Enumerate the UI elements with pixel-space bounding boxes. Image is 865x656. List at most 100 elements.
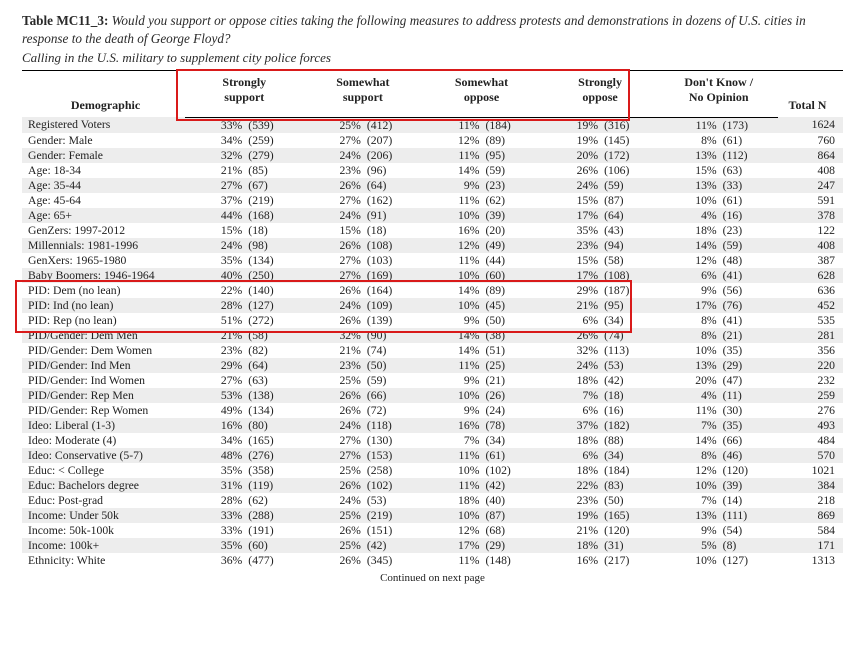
table-row: Income: Under 50k33%(288)25%(219)10%(87)… — [22, 508, 843, 523]
cell-pct: 7% — [659, 493, 718, 508]
cell-count: (60) — [244, 538, 303, 553]
cell-pct: 11% — [422, 478, 481, 493]
cell-count: (118) — [363, 418, 422, 433]
cell-count: (191) — [244, 523, 303, 538]
cell-count: (58) — [600, 253, 659, 268]
cell-total-n: 232 — [778, 373, 843, 388]
table-head: Demographic Stronglysupport Somewhatsupp… — [22, 70, 843, 117]
cell-pct: 9% — [422, 373, 481, 388]
cell-total-n: 384 — [778, 478, 843, 493]
table-row: Age: 35-4427%(67)26%(64)9%(23)24%(59)13%… — [22, 178, 843, 193]
cell-count: (21) — [719, 328, 778, 343]
cell-count: (207) — [363, 133, 422, 148]
row-label: GenXers: 1965-1980 — [22, 253, 185, 268]
cell-pct: 15% — [659, 163, 718, 178]
cell-count: (25) — [481, 358, 540, 373]
header-somewhat-oppose: Somewhatoppose — [422, 70, 541, 109]
cell-total-n: 356 — [778, 343, 843, 358]
cell-count: (134) — [244, 403, 303, 418]
cell-count: (62) — [244, 493, 303, 508]
cell-total-n: 1021 — [778, 463, 843, 478]
cell-pct: 29% — [541, 283, 600, 298]
cell-pct: 12% — [659, 253, 718, 268]
cell-count: (63) — [719, 163, 778, 178]
cell-pct: 26% — [304, 523, 363, 538]
cell-pct: 21% — [185, 328, 244, 343]
table-row: Age: 65+44%(168)24%(91)10%(39)17%(64)4%(… — [22, 208, 843, 223]
cell-pct: 8% — [659, 133, 718, 148]
cell-pct: 24% — [541, 358, 600, 373]
cell-pct: 7% — [422, 433, 481, 448]
cell-count: (83) — [600, 478, 659, 493]
cell-count: (50) — [363, 358, 422, 373]
cell-count: (127) — [244, 298, 303, 313]
cell-pct: 10% — [422, 463, 481, 478]
header-demographic: Demographic — [22, 70, 185, 117]
page-container: Table MC11_3: Would you support or oppos… — [0, 0, 865, 592]
cell-count: (113) — [600, 343, 659, 358]
cell-count: (80) — [244, 418, 303, 433]
cell-pct: 12% — [422, 133, 481, 148]
cell-count: (16) — [719, 208, 778, 223]
cell-pct: 15% — [185, 223, 244, 238]
cell-pct: 9% — [422, 313, 481, 328]
cell-pct: 10% — [422, 268, 481, 283]
cell-count: (59) — [719, 238, 778, 253]
data-table: Demographic Stronglysupport Somewhatsupp… — [22, 70, 843, 568]
cell-count: (72) — [363, 403, 422, 418]
table-body: Registered Voters33%(539)25%(412)11%(184… — [22, 117, 843, 568]
cell-pct: 24% — [304, 148, 363, 163]
row-label: Ideo: Conservative (5-7) — [22, 448, 185, 463]
cell-pct: 22% — [541, 478, 600, 493]
cell-pct: 14% — [422, 283, 481, 298]
cell-count: (108) — [363, 238, 422, 253]
cell-total-n: 247 — [778, 178, 843, 193]
cell-pct: 33% — [185, 508, 244, 523]
cell-count: (26) — [481, 388, 540, 403]
cell-pct: 15% — [304, 223, 363, 238]
cell-count: (148) — [481, 553, 540, 568]
cell-pct: 16% — [541, 553, 600, 568]
cell-pct: 21% — [185, 163, 244, 178]
cell-pct: 28% — [185, 493, 244, 508]
cell-count: (95) — [481, 148, 540, 163]
row-label: PID: Ind (no lean) — [22, 298, 185, 313]
row-label: Ideo: Moderate (4) — [22, 433, 185, 448]
cell-count: (94) — [600, 238, 659, 253]
cell-total-n: 387 — [778, 253, 843, 268]
cell-count: (165) — [244, 433, 303, 448]
cell-pct: 13% — [659, 508, 718, 523]
cell-count: (78) — [481, 418, 540, 433]
cell-pct: 14% — [659, 238, 718, 253]
cell-count: (47) — [719, 373, 778, 388]
cell-count: (108) — [600, 268, 659, 283]
cell-pct: 10% — [659, 343, 718, 358]
cell-count: (345) — [363, 553, 422, 568]
cell-count: (50) — [600, 493, 659, 508]
cell-pct: 23% — [185, 343, 244, 358]
cell-pct: 15% — [541, 253, 600, 268]
cell-count: (21) — [481, 373, 540, 388]
cell-pct: 17% — [541, 268, 600, 283]
cell-count: (31) — [600, 538, 659, 553]
cell-total-n: 584 — [778, 523, 843, 538]
cell-pct: 32% — [541, 343, 600, 358]
cell-pct: 34% — [185, 433, 244, 448]
cell-pct: 24% — [185, 238, 244, 253]
cell-count: (23) — [719, 223, 778, 238]
cell-pct: 48% — [185, 448, 244, 463]
cell-count: (39) — [481, 208, 540, 223]
header-dont-know: Don't Know /No Opinion — [659, 70, 778, 109]
cell-count: (130) — [363, 433, 422, 448]
cell-pct: 27% — [185, 373, 244, 388]
table-row: Gender: Male34%(259)27%(207)12%(89)19%(1… — [22, 133, 843, 148]
cell-pct: 11% — [422, 148, 481, 163]
cell-pct: 14% — [422, 343, 481, 358]
cell-total-n: 535 — [778, 313, 843, 328]
cell-pct: 11% — [422, 117, 481, 133]
cell-pct: 33% — [185, 523, 244, 538]
cell-pct: 32% — [304, 328, 363, 343]
table-row: PID: Ind (no lean)28%(127)24%(109)10%(45… — [22, 298, 843, 313]
cell-count: (102) — [481, 463, 540, 478]
cell-count: (88) — [600, 433, 659, 448]
